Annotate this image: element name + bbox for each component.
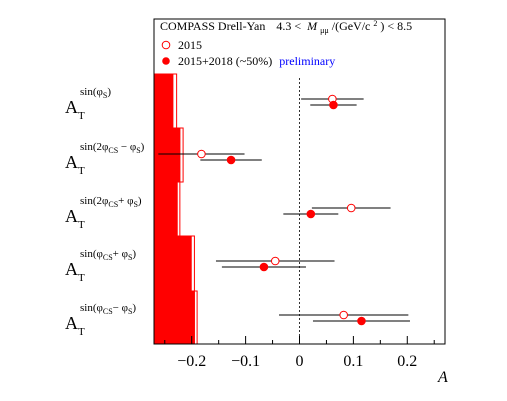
point-filled-0 — [310, 100, 357, 110]
x-tick-label-0: −0.2 — [177, 353, 206, 370]
row-label-sup-part-1-1: CS — [108, 146, 118, 155]
x-tick-label-1: −0.1 — [231, 353, 260, 370]
data-points — [158, 94, 410, 326]
row-label-sup-part-4-2: − φ — [113, 302, 128, 314]
point-filled-3 — [221, 262, 306, 272]
x-tick-label-4: 0.2 — [397, 353, 417, 370]
x-tick-label-3: 0.1 — [343, 353, 363, 370]
point-open-1 — [158, 149, 245, 159]
row-label-sup-part-0-0: sin(φ — [80, 86, 103, 98]
row-label-sup-part-2-3: S — [133, 200, 137, 209]
legend-filled-marker — [162, 57, 170, 65]
row-label-sup-part-2-1: CS — [108, 200, 118, 209]
x-axis-ticks: −0.2 −0.1 0 0.1 0.2 — [164, 336, 435, 370]
legend-filled-text: 2015+2018 (~50%) preliminary — [178, 54, 335, 68]
row-label-sup-part-1-0: sin(2φ — [80, 141, 108, 153]
row-label-sub-2: T — [78, 219, 85, 231]
row-label-main-1: A — [65, 152, 78, 172]
point-open-4 — [279, 310, 409, 320]
row-label-sup-2: sin(2φCS+ φS) — [80, 195, 142, 209]
legend-filled-label: 2015+2018 (~50%) — [178, 54, 272, 68]
marker-filled-0 — [329, 100, 338, 110]
legend-title: COMPASS Drell-Yan 4.3 < M μμ /(GeV/c 2 )… — [160, 15, 412, 36]
x-axis-label: A — [437, 369, 448, 386]
marker-filled-3 — [259, 262, 269, 272]
marker-filled-2 — [306, 209, 316, 219]
syst-band-filled-0 — [154, 74, 174, 128]
row-label-sup-part-2-4: ) — [138, 195, 142, 207]
marker-filled-1 — [226, 155, 236, 165]
syst-band-filled-4 — [154, 291, 195, 344]
row-label-sup-part-4-1: CS — [103, 307, 113, 316]
point-open-3 — [215, 256, 335, 266]
row-label-sup-part-3-3: S — [128, 253, 132, 262]
row-label-main-4: A — [65, 313, 78, 333]
row-label-sup-part-0-1: S — [103, 91, 107, 100]
mass-range-sub: μμ — [320, 26, 329, 35]
row-label-sub-4: T — [78, 326, 85, 338]
row-label-sup-1: sin(2φCS − φS) — [80, 141, 145, 155]
row-label-sup-part-1-3: S — [136, 146, 140, 155]
point-filled-4 — [312, 316, 410, 326]
legend-experiment: COMPASS Drell-Yan — [160, 19, 265, 33]
row-label-sub-3: T — [78, 272, 85, 284]
systematic-bands — [153, 73, 198, 345]
mass-range-sup: 2 — [373, 19, 377, 28]
mass-range-var: M — [306, 19, 318, 33]
row-label-sup-part-4-3: S — [128, 307, 132, 316]
row-label-sup-part-2-0: sin(2φ — [80, 195, 108, 207]
syst-band-filled-1 — [154, 128, 181, 182]
mass-range-suffix: ) < 8.5 — [380, 19, 412, 33]
legend-open-marker — [161, 40, 171, 50]
row-label-sup-part-1-4: ) — [141, 141, 145, 153]
marker-open-2 — [346, 203, 356, 213]
row-label-main-0: A — [65, 97, 78, 117]
row-label-sup-part-3-1: CS — [103, 253, 113, 262]
row-label-sup-part-4-4: ) — [132, 302, 136, 314]
x-tick-label-2: 0 — [296, 353, 304, 370]
mass-range-unit: /(GeV/c — [332, 19, 371, 33]
syst-band-filled-3 — [154, 236, 192, 291]
row-label-sub-1: T — [78, 165, 85, 177]
marker-filled-4 — [357, 316, 366, 326]
row-label-sup-3: sin(φCS+ φS) — [80, 248, 136, 262]
legend: COMPASS Drell-Yan 4.3 < M μμ /(GeV/c 2 )… — [160, 15, 412, 68]
row-label-main-2: A — [65, 206, 78, 226]
point-filled-2 — [283, 209, 339, 219]
row-label-sup-part-3-4: ) — [132, 248, 136, 260]
legend-preliminary: preliminary — [279, 54, 335, 68]
point-filled-1 — [200, 155, 262, 165]
row-label-main-3: A — [65, 259, 78, 279]
row-label-sup-4: sin(φCS− φS) — [80, 302, 136, 316]
row-label-sup-part-2-2: + φ — [118, 195, 133, 207]
row-label-sup-part-0-2: ) — [107, 86, 111, 98]
row-label-sup-part-4-0: sin(φ — [80, 302, 103, 314]
row-label-sub-0: T — [78, 110, 85, 122]
row-label-sup-part-3-2: + φ — [113, 248, 128, 260]
point-open-2 — [311, 203, 391, 213]
row-label-sup-0: sin(φS) — [80, 86, 111, 100]
syst-band-filled-2 — [154, 182, 178, 236]
row-label-sup-part-3-0: sin(φ — [80, 248, 103, 260]
marker-open-1 — [197, 149, 206, 159]
legend-open-label: 2015 — [178, 38, 202, 52]
row-label-sup-part-1-2: − φ — [118, 141, 136, 153]
marker-open-3 — [270, 256, 280, 266]
marker-open-4 — [339, 310, 348, 320]
mass-range-prefix: 4.3 < — [276, 19, 301, 33]
